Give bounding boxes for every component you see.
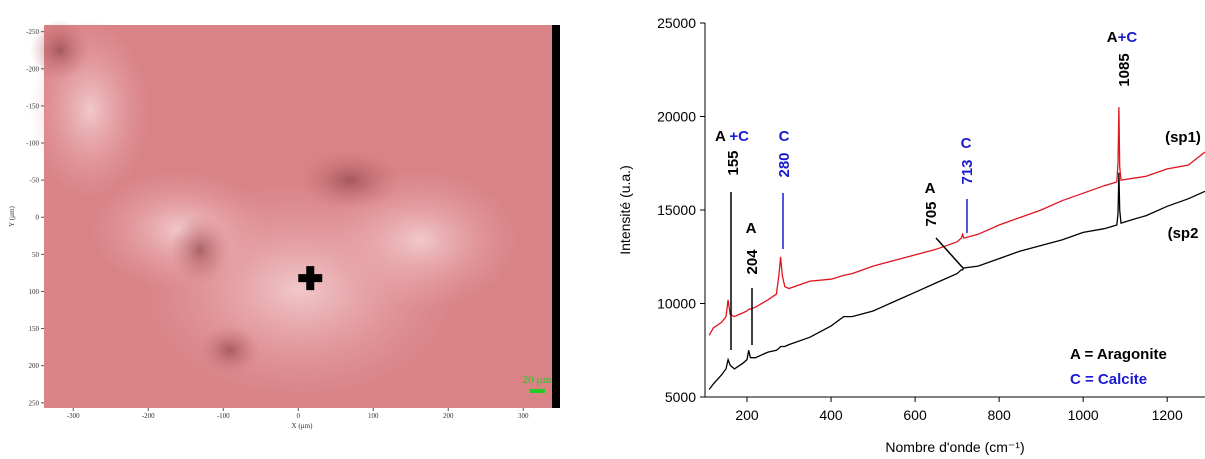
peak-label: 155 <box>725 150 742 175</box>
y-tick-label: -250 <box>26 28 39 36</box>
y-tick-label: -50 <box>30 177 40 185</box>
micrograph <box>30 20 560 408</box>
assignment-part: A <box>925 180 936 197</box>
y-tick-label: 10000 <box>657 296 696 312</box>
x-tick-label: 100 <box>368 412 379 420</box>
peak-leader <box>935 237 964 269</box>
peak-assignment: A <box>746 220 757 237</box>
assignment-part: +C <box>1118 29 1138 46</box>
scale-bar <box>530 389 545 393</box>
assignment-part: C <box>961 135 972 152</box>
peak-label: 1085 <box>1116 53 1133 86</box>
series-label: (sp2 <box>1168 225 1199 242</box>
peak-assignment: C <box>779 128 790 145</box>
y-tick-label: 20000 <box>657 109 696 125</box>
y-tick-label: 150 <box>29 325 40 333</box>
y-tick-label: 200 <box>29 362 40 370</box>
assignment-part: A <box>746 220 757 237</box>
x-tick-label: -200 <box>142 412 155 420</box>
x-tick-label: 600 <box>903 407 927 423</box>
image-border <box>552 25 560 408</box>
y-tick-label: -100 <box>26 140 39 148</box>
y-tick-label: -150 <box>26 102 39 110</box>
image-region <box>300 150 400 210</box>
peak-label: 705 <box>923 201 940 226</box>
spectrum-line <box>708 107 1205 336</box>
peak-assignment: C <box>961 135 972 152</box>
position-marker <box>298 266 323 291</box>
key-entry: C = Calcite <box>1070 371 1147 388</box>
y-tick-label: 0 <box>36 214 40 222</box>
x-tick-label: 300 <box>518 412 529 420</box>
series-label: (sp1) <box>1165 129 1201 146</box>
x-tick-label: -100 <box>217 412 230 420</box>
x-tick-label: 200 <box>443 412 454 420</box>
x-axis-label: Nombre d'onde (cm⁻¹) <box>885 439 1024 455</box>
y-axis-label: Intensité (u.a.) <box>617 165 633 255</box>
y-axis-label: Y (µm) <box>8 205 16 226</box>
assignment-part: A <box>1107 29 1118 46</box>
x-tick-label: 0 <box>297 412 301 420</box>
assignment-part: C <box>779 128 790 145</box>
y-tick-label: 100 <box>29 288 40 296</box>
image-region <box>200 325 260 375</box>
x-tick-label: -300 <box>67 412 80 420</box>
y-tick-label: 5000 <box>665 389 696 405</box>
y-tick-label: 250 <box>29 399 40 407</box>
x-tick-label: 1200 <box>1152 407 1183 423</box>
peak-label: 713 <box>959 159 976 184</box>
image-region <box>30 20 90 80</box>
x-axis-label: X (µm) <box>292 422 314 430</box>
assignment-part: +C <box>729 128 749 145</box>
key-entry: A = Aragonite <box>1070 346 1167 363</box>
peak-label: 204 <box>744 249 761 275</box>
x-tick-label: 200 <box>735 407 759 423</box>
image-region <box>170 215 230 285</box>
spectrum-line <box>708 172 1205 390</box>
y-tick-label: 50 <box>32 251 40 259</box>
peak-label: 280 <box>776 152 793 177</box>
peak-assignment: A <box>925 180 936 197</box>
y-tick-label: 15000 <box>657 202 696 218</box>
x-tick-label: 400 <box>819 407 843 423</box>
scale-bar-label: 20 µm <box>523 374 552 386</box>
x-tick-label: 1000 <box>1068 407 1099 423</box>
assignment-part: A <box>715 128 729 145</box>
y-tick-label: 25000 <box>657 15 696 31</box>
peak-assignment: A+C <box>1107 29 1138 46</box>
peak-assignment: A +C <box>715 128 749 145</box>
y-tick-label: -200 <box>26 65 39 73</box>
x-tick-label: 800 <box>987 407 1011 423</box>
